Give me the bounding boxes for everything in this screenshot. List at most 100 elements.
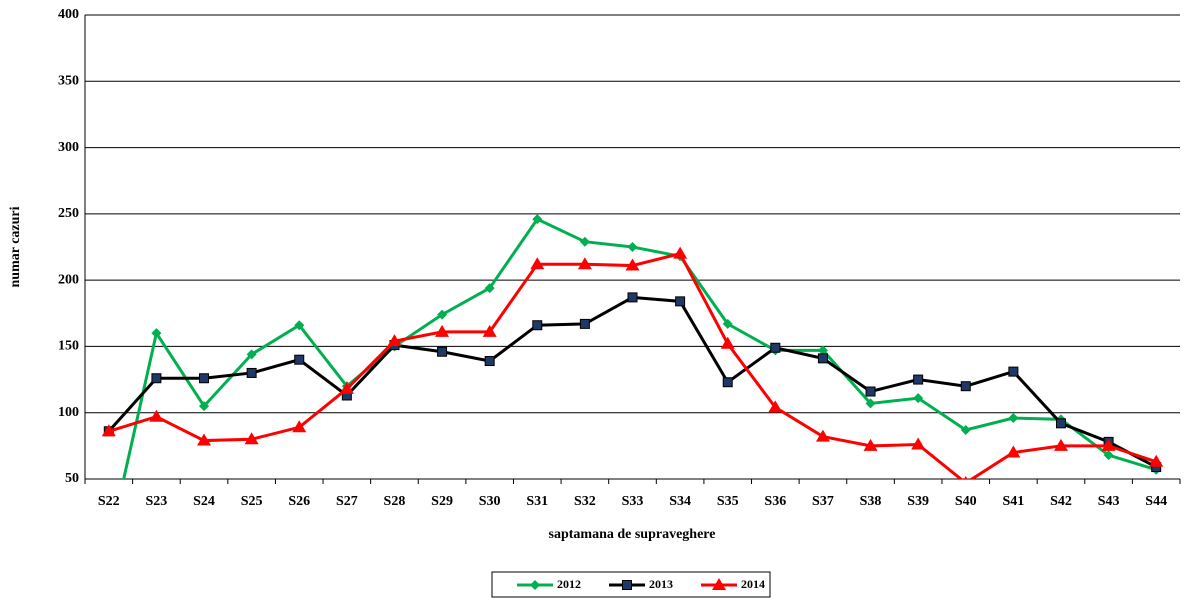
x-axis-label: saptamana de supraveghere	[549, 527, 716, 542]
marker	[532, 214, 543, 225]
marker	[1008, 413, 1019, 424]
x-tick-label: S28	[384, 494, 406, 509]
marker	[963, 475, 968, 479]
marker	[294, 320, 305, 331]
marker	[865, 398, 876, 409]
marker	[817, 353, 828, 364]
marker	[1053, 438, 1068, 451]
y-tick-label: 250	[58, 206, 79, 221]
marker	[437, 346, 448, 357]
marker	[722, 318, 733, 329]
marker	[197, 433, 212, 446]
marker	[913, 374, 924, 385]
marker	[579, 236, 590, 247]
marker	[863, 438, 878, 451]
x-tick-label: S36	[764, 494, 786, 509]
marker	[294, 354, 305, 365]
x-tick-label: S31	[526, 494, 548, 509]
y-tick-label: 50	[65, 471, 79, 486]
legend-label: 2012	[557, 577, 581, 591]
y-tick-label: 350	[58, 74, 79, 89]
legend-marker	[622, 580, 632, 590]
x-tick-label: S24	[193, 494, 215, 509]
marker	[292, 420, 307, 433]
plot-area	[101, 214, 1164, 550]
marker	[101, 424, 116, 437]
x-tick-label: S33	[622, 494, 644, 509]
marker	[149, 409, 164, 422]
y-tick-label: 100	[58, 405, 79, 420]
marker	[911, 437, 926, 450]
x-tick-label: S32	[574, 494, 596, 509]
x-tick-label: S38	[860, 494, 882, 509]
legend-label: 2013	[649, 577, 673, 591]
marker	[151, 328, 162, 339]
marker	[1006, 445, 1021, 458]
x-tick-label: S22	[98, 494, 120, 509]
x-tick-label: S41	[1002, 494, 1024, 509]
marker	[104, 540, 114, 550]
marker	[817, 345, 828, 356]
marker	[720, 336, 735, 349]
x-tick-label: S23	[146, 494, 168, 509]
marker	[151, 373, 162, 384]
x-tick-label: S26	[288, 494, 310, 509]
marker	[437, 309, 448, 320]
marker	[768, 400, 783, 413]
marker	[1103, 450, 1114, 461]
series-line	[107, 295, 1157, 469]
y-tick-label: 400	[58, 7, 79, 22]
marker	[1055, 418, 1066, 429]
marker	[579, 318, 590, 329]
marker	[960, 381, 971, 392]
marker	[246, 349, 257, 360]
marker	[960, 424, 971, 435]
marker	[815, 429, 830, 442]
y-axis-label: numar cazuri	[8, 206, 23, 287]
x-tick-label: S42	[1050, 494, 1072, 509]
marker	[484, 283, 495, 294]
x-tick-label: S39	[907, 494, 929, 509]
y-tick-label: 300	[58, 140, 79, 155]
x-tick-label: S34	[669, 494, 691, 509]
x-tick-label: S44	[1145, 494, 1167, 509]
marker	[530, 257, 545, 270]
y-tick-label: 150	[58, 339, 79, 354]
x-tick-label: S40	[955, 494, 977, 509]
marker	[484, 356, 495, 367]
marker	[625, 258, 640, 271]
legend-label: 2014	[741, 577, 765, 591]
marker	[673, 246, 688, 259]
marker	[627, 292, 638, 303]
marker	[675, 296, 686, 307]
marker	[244, 432, 259, 445]
marker	[913, 393, 924, 404]
marker	[865, 386, 876, 397]
marker	[532, 320, 543, 331]
marker	[1101, 438, 1116, 451]
x-tick-label: S25	[241, 494, 263, 509]
marker	[627, 242, 638, 252]
marker	[1008, 366, 1019, 377]
marker	[199, 373, 210, 384]
marker	[1149, 454, 1164, 467]
marker	[339, 381, 354, 394]
legend-marker	[712, 578, 726, 590]
x-tick-label: S43	[1098, 494, 1120, 509]
marker	[722, 377, 733, 388]
legend-marker	[530, 580, 540, 590]
marker	[246, 367, 257, 378]
marker	[387, 334, 402, 347]
marker	[770, 342, 781, 353]
marker	[435, 324, 450, 337]
x-tick-label: S27	[336, 494, 358, 509]
x-tick-label: S29	[431, 494, 453, 509]
x-tick-label: S35	[717, 494, 739, 509]
marker	[482, 324, 497, 337]
x-tick-label: S37	[812, 494, 834, 509]
marker	[199, 401, 210, 412]
marker	[577, 257, 592, 270]
y-tick-label: 200	[58, 272, 79, 287]
